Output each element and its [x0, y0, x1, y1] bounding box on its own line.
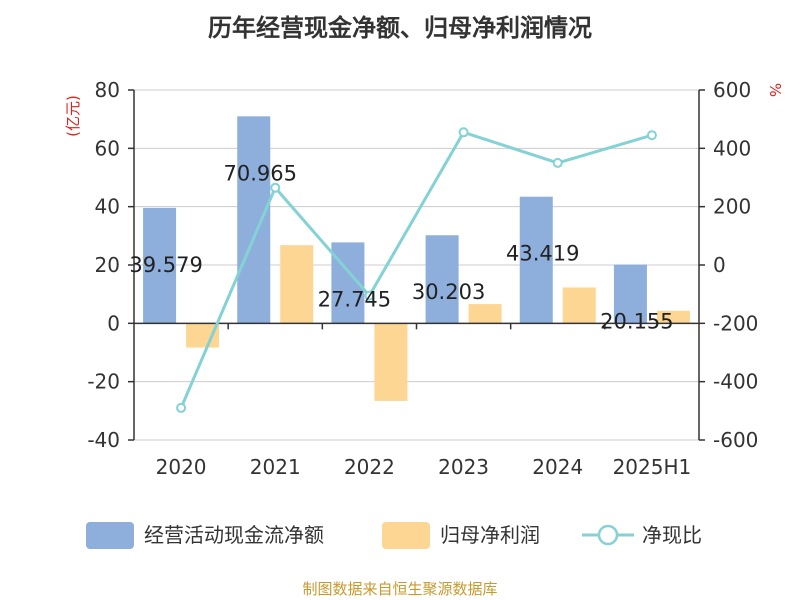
data-label: 39.579	[129, 253, 202, 277]
legend-swatch-net-profit	[382, 522, 430, 549]
line-point	[552, 157, 563, 168]
bar-net-profit	[280, 245, 314, 324]
y-right-tick-label: 0	[713, 253, 726, 277]
bar-net-profit	[468, 304, 502, 324]
grid-lines	[134, 89, 699, 441]
y-right-tick-label: 600	[713, 78, 751, 102]
axes	[128, 89, 705, 441]
tick-labels: 806040200-20-406004002000-200-400-600(亿元…	[64, 78, 784, 479]
line-point	[270, 182, 281, 193]
data-labels: 39.579 70.965 27.745 30.203 43.419 20.155	[129, 161, 673, 333]
y-left-tick-label: 20	[95, 253, 120, 277]
source-note: 制图数据来自恒生聚源数据库	[302, 580, 498, 598]
y-right-unit-label: %	[766, 83, 784, 97]
y-left-unit-label: (亿元)	[64, 95, 82, 137]
data-label: 20.155	[600, 310, 673, 334]
data-label: 70.965	[224, 161, 297, 185]
x-tick-label: 2020	[156, 455, 207, 479]
x-tick-label: 2023	[438, 455, 489, 479]
line-point	[646, 130, 657, 141]
data-label: 27.745	[318, 287, 391, 311]
legend-swatch-cash-flow	[86, 522, 134, 549]
x-tick-label: 2022	[344, 455, 395, 479]
line-series	[176, 127, 657, 413]
bar-net-profit	[562, 287, 596, 324]
bar-net-profit	[374, 323, 408, 401]
y-left-tick-label: -20	[87, 370, 120, 394]
bar-cash-flow	[425, 235, 459, 324]
legend: 经营活动现金流净额 归母净利润 净现比	[86, 522, 702, 549]
y-right-tick-label: -400	[713, 370, 758, 394]
y-right-tick-label: -200	[713, 311, 758, 335]
bar-cash-flow	[143, 207, 177, 324]
y-left-tick-label: 0	[107, 311, 120, 335]
x-tick-label: 2021	[250, 455, 301, 479]
bar-cash-flow	[237, 116, 271, 324]
bar-cash-flow	[613, 264, 647, 324]
bars	[143, 116, 690, 401]
bar-cash-flow	[519, 196, 553, 324]
legend-label-net-profit: 归母净利润	[440, 523, 540, 547]
line-point	[176, 402, 187, 413]
legend-label-ratio: 净现比	[642, 523, 702, 547]
legend-label-cash-flow: 经营活动现金流净额	[144, 523, 324, 547]
y-left-tick-label: 80	[95, 78, 120, 102]
data-label: 30.203	[412, 280, 485, 304]
y-right-tick-label: 400	[713, 136, 751, 160]
line-net-cash-ratio	[179, 130, 653, 409]
y-left-tick-label: 60	[95, 136, 120, 160]
bar-net-profit	[656, 310, 690, 324]
y-right-tick-label: -600	[713, 428, 758, 452]
x-tick-label: 2024	[532, 455, 583, 479]
line-point	[458, 127, 469, 138]
y-left-tick-label: -40	[87, 428, 120, 452]
x-tick-label: 2025H1	[613, 455, 692, 479]
data-label: 43.419	[506, 242, 579, 266]
line-point	[364, 290, 375, 301]
chart-title: 历年经营现金净额、归母净利润情况	[208, 14, 592, 42]
legend-swatch-marker	[597, 524, 619, 546]
y-right-tick-label: 200	[713, 195, 751, 219]
y-left-tick-label: 40	[95, 195, 120, 219]
